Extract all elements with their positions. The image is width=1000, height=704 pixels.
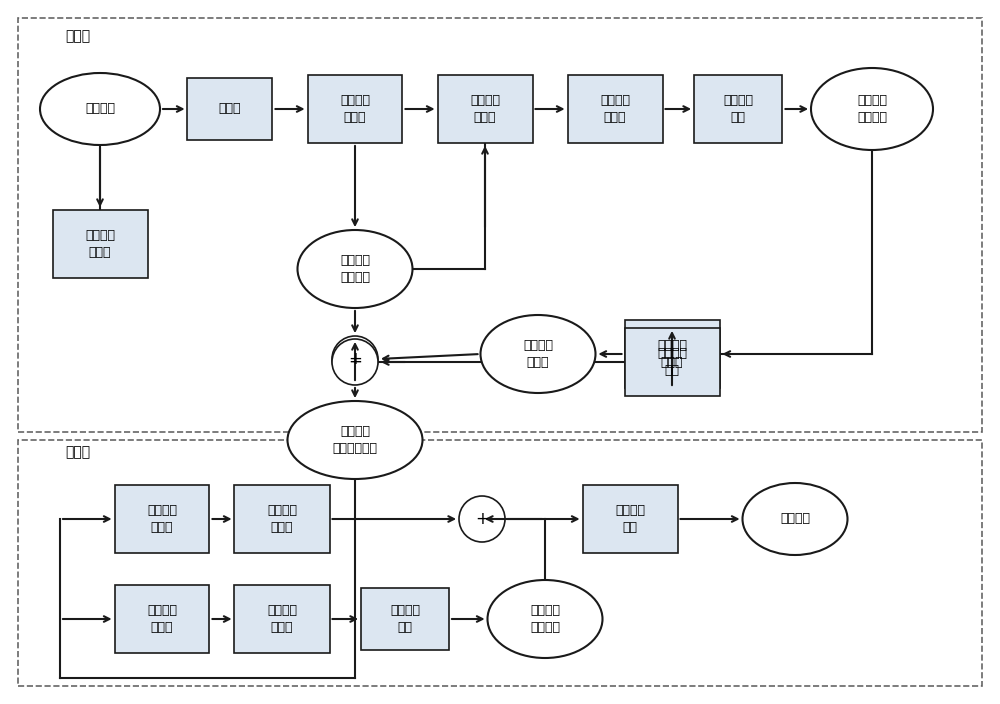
FancyBboxPatch shape <box>234 485 330 553</box>
Text: 重建视频: 重建视频 <box>780 513 810 525</box>
FancyBboxPatch shape <box>234 585 330 653</box>
FancyBboxPatch shape <box>187 78 272 140</box>
Text: 输入图像
压缩后的数据: 输入图像 压缩后的数据 <box>332 425 378 455</box>
FancyBboxPatch shape <box>438 75 532 143</box>
Text: 分解为单
幅图像: 分解为单 幅图像 <box>267 604 297 634</box>
Circle shape <box>332 339 378 385</box>
Text: 合成单幅
图像: 合成单幅 图像 <box>657 347 687 377</box>
Ellipse shape <box>488 580 602 658</box>
Circle shape <box>459 496 505 542</box>
FancyBboxPatch shape <box>582 485 678 553</box>
Text: 合成单幅
图像: 合成单幅 图像 <box>615 504 645 534</box>
Text: 超分辨率
重建图像: 超分辨率 重建图像 <box>530 604 560 634</box>
FancyBboxPatch shape <box>308 75 402 143</box>
Ellipse shape <box>742 483 848 555</box>
FancyBboxPatch shape <box>624 320 720 388</box>
Text: 编解码标
准解码: 编解码标 准解码 <box>470 94 500 124</box>
FancyBboxPatch shape <box>52 210 148 278</box>
FancyBboxPatch shape <box>694 75 782 143</box>
Text: 超分辨率
重建: 超分辨率 重建 <box>390 604 420 634</box>
FancyBboxPatch shape <box>361 588 449 650</box>
FancyBboxPatch shape <box>114 485 209 553</box>
Text: 分解为单
幅图像: 分解为单 幅图像 <box>85 230 115 259</box>
Ellipse shape <box>811 68 933 150</box>
Ellipse shape <box>40 73 160 145</box>
Text: 解码端: 解码端 <box>65 445 90 459</box>
Text: 下采样: 下采样 <box>219 103 241 115</box>
Text: 编解码标
准解码: 编解码标 准解码 <box>147 504 177 534</box>
Text: 编码端: 编码端 <box>65 29 90 43</box>
Text: 分解为单
幅图像: 分解为单 幅图像 <box>267 504 297 534</box>
Text: 编解码标
准编码: 编解码标 准编码 <box>657 339 687 369</box>
Text: 分解为单
幅图像: 分解为单 幅图像 <box>600 94 630 124</box>
Text: 压缩的下
采样数据: 压缩的下 采样数据 <box>340 254 370 284</box>
Text: 编解码标
准编码: 编解码标 准编码 <box>340 94 370 124</box>
FancyBboxPatch shape <box>114 585 209 653</box>
Text: +: + <box>475 510 489 528</box>
Text: −: − <box>348 353 362 371</box>
Ellipse shape <box>288 401 422 479</box>
FancyBboxPatch shape <box>568 75 663 143</box>
Text: 压缩的残
差数据: 压缩的残 差数据 <box>523 339 553 369</box>
Ellipse shape <box>480 315 596 393</box>
Circle shape <box>332 336 378 382</box>
FancyBboxPatch shape <box>624 328 720 396</box>
Text: 编解码标
准解码: 编解码标 准解码 <box>147 604 177 634</box>
Text: +: + <box>348 350 362 368</box>
Text: 输入视频: 输入视频 <box>85 103 115 115</box>
Ellipse shape <box>298 230 413 308</box>
Text: 超分辨率
重建: 超分辨率 重建 <box>723 94 753 124</box>
Text: 超分辨率
重建图像: 超分辨率 重建图像 <box>857 94 887 124</box>
